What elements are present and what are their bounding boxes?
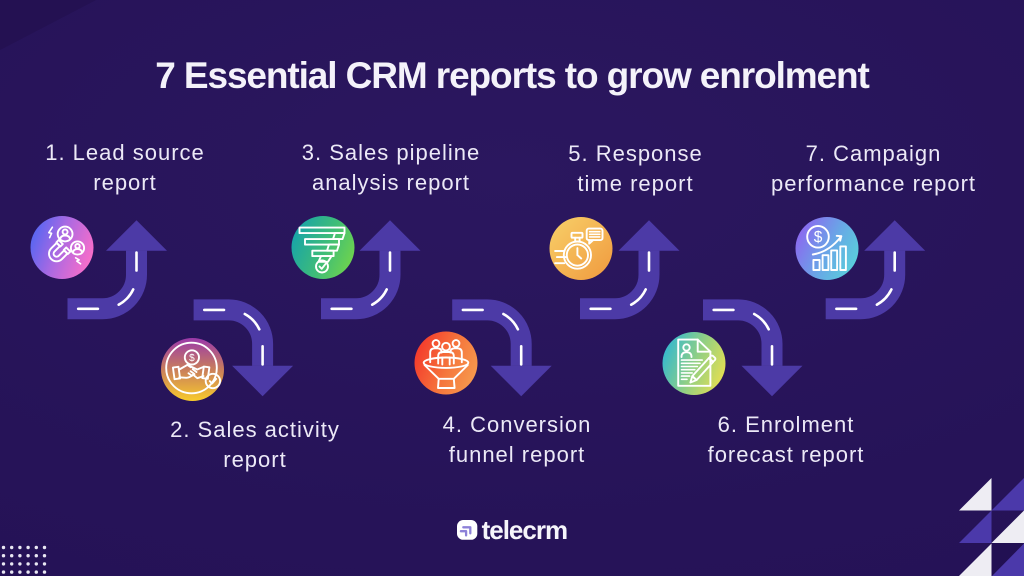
svg-text:$: $ [189,353,195,364]
svg-text:$: $ [814,229,823,246]
